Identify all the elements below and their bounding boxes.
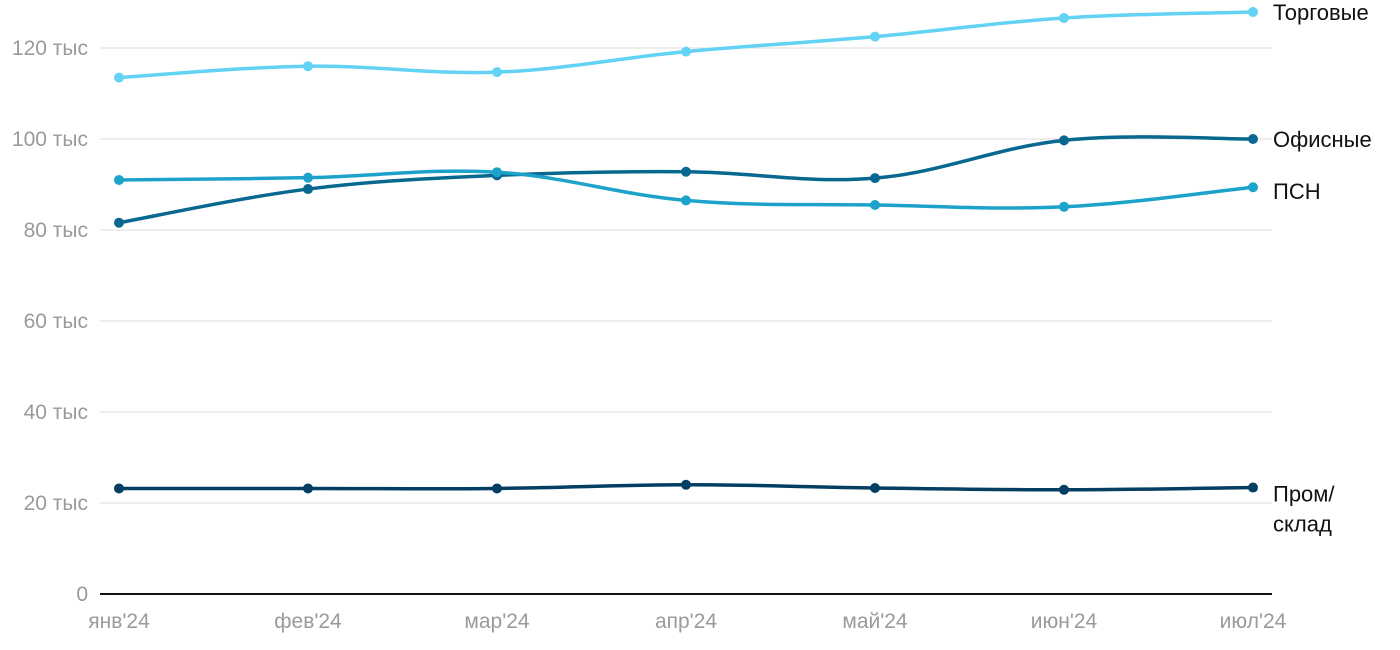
series-point	[870, 482, 880, 493]
series-label-line: Торговые	[1273, 0, 1369, 25]
series-point	[681, 195, 691, 206]
series-point	[681, 479, 691, 490]
series-points	[114, 7, 1258, 495]
series-point	[870, 199, 880, 210]
y-tick-label: 20 тыс	[24, 492, 88, 515]
series-point	[1059, 135, 1069, 146]
x-tick-label: фев'24	[274, 610, 342, 633]
x-tick-label: июн'24	[1031, 610, 1098, 633]
series-point	[114, 174, 124, 185]
series-point	[114, 72, 124, 83]
series-point	[681, 166, 691, 177]
y-tick-label: 0	[76, 583, 88, 606]
y-tick-label: 80 тыс	[24, 219, 88, 242]
y-axis-labels: 0 20 тыс 40 тыс 60 тыс 80 тыс 100 тыс 120 тыс	[12, 37, 88, 606]
series-point	[1248, 182, 1258, 193]
series-point	[1248, 7, 1258, 18]
series-point	[492, 483, 502, 494]
x-tick-label: янв'24	[88, 610, 150, 633]
series-point	[681, 46, 691, 57]
y-tick-label: 120 тыс	[12, 37, 88, 60]
y-tick-label: 60 тыс	[24, 310, 88, 333]
series-label-line: склад	[1273, 512, 1332, 537]
series-point	[1248, 134, 1258, 144]
series-point	[870, 173, 880, 184]
series-label: Пром/склад	[1273, 482, 1335, 537]
x-tick-label: июл'24	[1220, 610, 1287, 633]
series-point	[1059, 12, 1069, 23]
x-axis: янв'24 фев'24 мар'24 апр'24 май'24 июн'24 июл'…	[88, 593, 1287, 633]
x-tick-label: апр'24	[655, 610, 717, 633]
series-line-0	[117, 10, 1255, 80]
y-tick-label: 100 тыс	[12, 128, 88, 151]
series-point	[1059, 201, 1069, 212]
series-label: ПСН	[1273, 179, 1321, 204]
series-point	[303, 172, 313, 183]
series-label: Офисные	[1273, 127, 1372, 152]
y-tick-label: 40 тыс	[24, 401, 88, 424]
series-point	[870, 31, 880, 42]
series-point	[492, 67, 502, 78]
series-point	[114, 483, 124, 494]
series-label-line: ПСН	[1273, 179, 1321, 204]
series-point	[114, 217, 124, 228]
grid-lines	[100, 47, 1272, 504]
series-point	[303, 184, 313, 195]
series-label-line: Офисные	[1273, 127, 1372, 152]
series-lines	[117, 10, 1255, 492]
series-label-line: Пром/	[1273, 482, 1335, 507]
series-point	[1248, 482, 1258, 493]
series-point	[303, 483, 313, 494]
x-tick-label: мар'24	[464, 610, 529, 633]
x-tick-label: май'24	[842, 610, 908, 633]
series-line-1	[117, 135, 1255, 225]
series-point	[492, 167, 502, 178]
series-point	[303, 61, 313, 72]
series-label: Торговые	[1273, 0, 1369, 25]
series-point	[1059, 484, 1069, 495]
series-labels: Торговые Офисные ПСН Пром/склад	[1273, 0, 1372, 536]
